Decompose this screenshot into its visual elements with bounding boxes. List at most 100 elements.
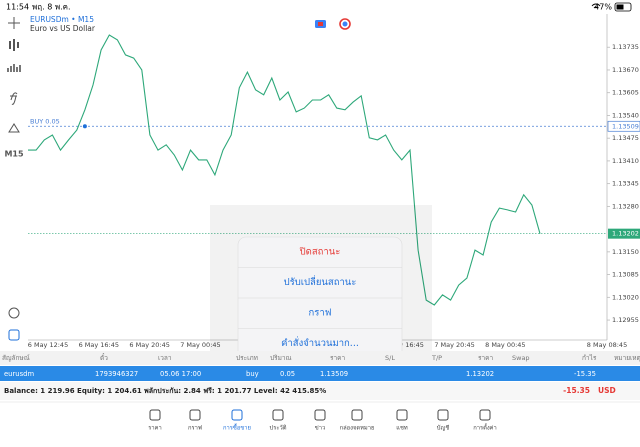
y-tick-label: 1.13280 bbox=[612, 202, 639, 210]
search-tool[interactable] bbox=[8, 307, 20, 319]
tab-icon[interactable] bbox=[231, 409, 243, 421]
x-tick-label: 6 May 20:45 bbox=[129, 341, 169, 349]
row-cell: buy bbox=[246, 370, 259, 378]
battery-level bbox=[616, 4, 624, 10]
buy-price-label: 1.13509 bbox=[612, 122, 639, 130]
y-tick-label: 1.13150 bbox=[612, 248, 639, 256]
column-header: ตั๋ว bbox=[100, 353, 108, 362]
column-header: ปริมาณ bbox=[270, 354, 292, 362]
popup-items: ปิดสถานะปรับเปลี่ยนสถานะกราฟคำสั่งจำนวนม… bbox=[238, 247, 402, 349]
column-header: S/L bbox=[385, 354, 395, 362]
x-tick-label: 6 May 12:45 bbox=[28, 341, 68, 349]
tab-icon[interactable] bbox=[314, 409, 326, 421]
column-header: ราคา bbox=[478, 354, 493, 362]
column-header: หมายเหตุ bbox=[614, 354, 640, 362]
x-tick-label: 7 May 20:45 bbox=[434, 341, 474, 349]
row-cell: 1793946327 bbox=[95, 370, 138, 378]
tab-label[interactable]: กราฟ bbox=[188, 425, 202, 432]
x-tick-label: 7 May 16:45 bbox=[384, 341, 424, 349]
settings-tool[interactable] bbox=[8, 329, 20, 341]
tab-label[interactable]: ราคา bbox=[148, 425, 162, 432]
left-toolbar bbox=[7, 17, 21, 341]
tab-icon[interactable] bbox=[351, 409, 363, 421]
popup-item[interactable]: กราฟ bbox=[309, 308, 332, 319]
column-header: Swap bbox=[512, 354, 530, 362]
column-header: ราคา bbox=[330, 354, 345, 362]
crosshair-tool[interactable] bbox=[8, 17, 20, 29]
battery-icon bbox=[614, 2, 632, 12]
tab-icon[interactable] bbox=[396, 409, 408, 421]
position-row[interactable] bbox=[0, 366, 640, 381]
timeframe-label[interactable]: M15 bbox=[4, 150, 24, 159]
y-tick-label: 1.12955 bbox=[612, 316, 639, 324]
y-tick-label: 1.13540 bbox=[612, 111, 639, 119]
tab-bar: ราคา กราฟ การซื้อขาย ประวัติ ข่าว กล่องจดหมาย… bbox=[148, 409, 497, 432]
tab-label[interactable]: ประวัติ bbox=[270, 424, 287, 432]
column-header: ประเภท bbox=[236, 354, 258, 362]
x-tick-label: 7 May 00:45 bbox=[180, 341, 220, 349]
tab-icon[interactable] bbox=[149, 409, 161, 421]
tab-label[interactable]: การซื้อขาย bbox=[223, 423, 251, 432]
row-cell: 1.13509 bbox=[320, 370, 348, 378]
summary-bg bbox=[0, 382, 640, 400]
wifi-icon bbox=[591, 3, 601, 9]
summary-text: Balance: 1 219.96 Equity: 1 204.61 พลักป… bbox=[4, 387, 326, 395]
tab-label[interactable]: ข่าว bbox=[315, 425, 325, 432]
row-cell: 05.06 17:00 bbox=[160, 370, 201, 378]
popup-item[interactable]: คำสั่งจำนวนมาก... bbox=[281, 336, 359, 349]
buy-level-label: BUY 0.05 bbox=[30, 117, 60, 125]
price-line bbox=[28, 34, 541, 306]
y-tick-label: 1.13735 bbox=[612, 43, 639, 51]
x-tick-label: 6 May 16:45 bbox=[79, 341, 119, 349]
tab-label[interactable]: บัญชี bbox=[437, 424, 450, 432]
x-tick-label: 8 May 08:45 bbox=[587, 341, 627, 349]
status-time: 11:54 bbox=[6, 3, 29, 12]
tab-icon[interactable] bbox=[189, 409, 201, 421]
column-header: T/P bbox=[431, 354, 442, 362]
y-tick-label: 1.13670 bbox=[612, 66, 639, 74]
chart-symbol[interactable]: EURUSDm • M15 bbox=[30, 15, 94, 24]
y-tick-label: 1.13410 bbox=[612, 157, 639, 165]
column-header: กำไร bbox=[582, 354, 597, 362]
objects-tool[interactable] bbox=[8, 123, 20, 133]
row-cell: -15.35 bbox=[574, 370, 596, 378]
indicators-tool[interactable] bbox=[9, 39, 19, 51]
chart-type-tool[interactable] bbox=[7, 64, 21, 72]
y-tick-label: 1.13020 bbox=[612, 293, 639, 301]
tab-label[interactable]: แชท bbox=[396, 425, 408, 432]
buy-price-box bbox=[607, 120, 640, 132]
column-header: เวลา bbox=[158, 354, 172, 362]
y-tick-label: 1.13085 bbox=[612, 271, 639, 279]
summary-profit: -15.35 bbox=[563, 386, 590, 395]
tab-icon[interactable] bbox=[437, 409, 449, 421]
popup-item[interactable]: ปรับเปลี่ยนสถานะ bbox=[284, 275, 357, 288]
tab-icon[interactable] bbox=[479, 409, 491, 421]
y-tick-label: 1.13475 bbox=[612, 134, 639, 142]
table-header-bg bbox=[0, 351, 640, 365]
current-price-box bbox=[608, 228, 640, 239]
status-date: พฤ. 8 พ.ค. bbox=[32, 3, 71, 12]
row-cell: 1.13202 bbox=[466, 370, 494, 378]
tab-label[interactable]: การตั้งค่า bbox=[473, 423, 497, 432]
trade-button-icon bbox=[318, 22, 323, 26]
summary-currency: USD bbox=[598, 386, 616, 395]
column-header: สัญลักษณ์ bbox=[2, 354, 30, 362]
row-cell: 0.05 bbox=[280, 370, 295, 378]
y-tick-label: 1.13345 bbox=[612, 180, 639, 188]
status-battery: 47% bbox=[594, 3, 612, 12]
one-click-toggle[interactable] bbox=[339, 18, 351, 30]
function-tool[interactable] bbox=[10, 92, 18, 105]
row-cell: eurusdm bbox=[4, 370, 34, 378]
positions-table: สัญลักษณ์ ตั๋ว เวลา ประเภท ปริมาณ ราคา S/L T/P ร… bbox=[0, 353, 640, 381]
chart-plot: 1.13735 1.13670 1.13605 1.13540 1.13475 1.134… bbox=[28, 34, 640, 349]
tab-label[interactable]: กล่องจดหมาย bbox=[340, 425, 375, 432]
popup-item[interactable]: ปิดสถานะ bbox=[299, 247, 341, 258]
chart-description: Euro vs US Dollar bbox=[30, 24, 96, 33]
one-click-toggle-dot bbox=[342, 21, 348, 27]
current-price-label: 1.13202 bbox=[612, 230, 639, 238]
tab-icon[interactable] bbox=[272, 409, 284, 421]
x-tick-label: 8 May 00:45 bbox=[485, 341, 525, 349]
entry-marker bbox=[82, 124, 87, 129]
y-tick-label: 1.13605 bbox=[612, 89, 639, 97]
